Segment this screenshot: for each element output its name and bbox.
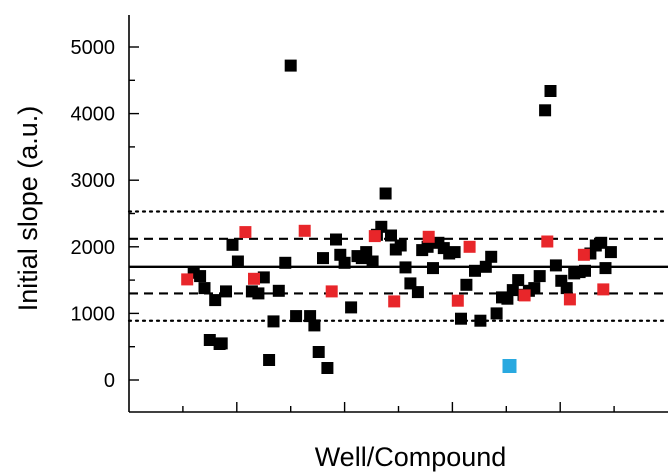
y-tick-label: 5000 — [71, 37, 116, 59]
red-point — [181, 273, 194, 286]
axes — [128, 15, 668, 413]
red-point — [541, 235, 554, 248]
red-point — [422, 230, 435, 243]
black-point — [263, 354, 276, 366]
black-point — [284, 59, 297, 72]
y-tick-labels: 0 1000 2000 3000 4000 5000 — [71, 37, 116, 392]
red-point — [518, 289, 531, 302]
black-point — [549, 259, 562, 272]
red-point — [451, 294, 464, 307]
y-tick-label: 0 — [104, 370, 115, 392]
black-point — [385, 229, 397, 242]
black-point — [194, 270, 207, 283]
black-point — [485, 250, 498, 263]
black-point — [379, 187, 392, 200]
y-tick-label: 3000 — [71, 170, 116, 192]
black-point — [490, 307, 503, 320]
red-point — [368, 230, 381, 243]
black-point — [560, 282, 573, 295]
black-point — [469, 264, 481, 277]
red-point — [563, 293, 576, 306]
black-point — [599, 262, 612, 275]
black-point — [604, 246, 617, 259]
black-point — [252, 287, 265, 300]
red-point — [388, 295, 401, 308]
black-point — [394, 239, 407, 252]
black-point — [360, 246, 373, 259]
black-point — [460, 278, 473, 291]
black-point — [528, 282, 541, 295]
black-point — [317, 252, 329, 265]
black-point — [399, 261, 412, 274]
black-point — [375, 220, 388, 233]
y-tick-label: 4000 — [71, 104, 116, 126]
black-point — [226, 238, 239, 251]
black-point — [506, 284, 519, 297]
black-point — [257, 271, 270, 284]
data-points — [181, 59, 617, 374]
blue-point — [502, 359, 517, 373]
black-point — [579, 264, 591, 277]
black-point — [345, 301, 358, 314]
black-point — [321, 362, 334, 374]
red-point — [325, 285, 338, 298]
black-point — [290, 310, 303, 323]
red-point — [463, 240, 476, 253]
black-point — [209, 294, 222, 307]
red-point — [597, 283, 610, 296]
black-point — [338, 256, 351, 269]
black-point — [231, 255, 244, 268]
black-point — [448, 246, 461, 259]
red-point — [239, 226, 252, 239]
black-point — [330, 233, 342, 246]
y-axis-label: Initial slope (a.u.) — [13, 106, 43, 312]
black-point — [455, 312, 467, 325]
black-point — [308, 319, 321, 332]
red-point — [298, 224, 311, 237]
red-point — [577, 248, 590, 261]
black-point — [279, 256, 292, 269]
black-point — [366, 255, 379, 268]
black-point — [474, 314, 487, 327]
black-point — [198, 282, 211, 295]
y-tick-label: 1000 — [71, 303, 116, 325]
black-point — [267, 315, 280, 328]
black-point — [479, 260, 492, 273]
x-axis-label: Well/Compound — [315, 442, 507, 472]
black-point — [544, 85, 557, 97]
red-point — [248, 272, 260, 285]
black-point — [215, 337, 228, 350]
black-point — [304, 310, 317, 323]
black-point — [411, 286, 424, 299]
black-point — [334, 248, 347, 261]
black-point — [427, 262, 439, 275]
black-point — [421, 240, 434, 253]
black-point — [512, 274, 525, 287]
black-point — [312, 346, 325, 358]
black-point — [203, 334, 216, 346]
y-tick-label: 2000 — [71, 237, 116, 259]
black-point — [533, 270, 546, 283]
black-point — [272, 284, 285, 297]
black-point — [220, 285, 232, 298]
black-point — [539, 104, 552, 117]
black-point — [595, 236, 608, 249]
